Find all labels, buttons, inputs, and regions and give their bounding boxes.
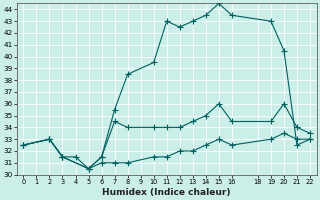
- X-axis label: Humidex (Indice chaleur): Humidex (Indice chaleur): [102, 188, 231, 197]
